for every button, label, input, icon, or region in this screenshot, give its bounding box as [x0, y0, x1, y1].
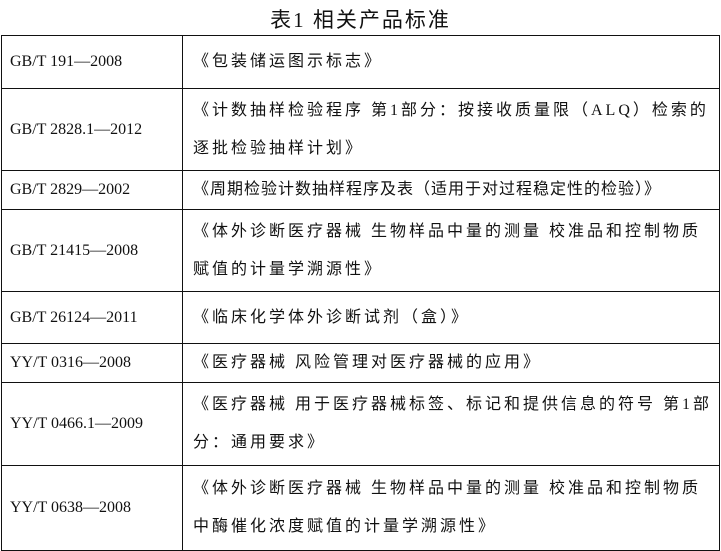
standard-code: GB/T 2828.1—2012: [1, 88, 183, 171]
standards-table: GB/T 191—2008 《包装储运图示标志》 GB/T 2828.1—2012…: [1, 35, 720, 551]
standard-name: 《计数抽样检验程序 第1部分：按接收质量限（ALQ）检索的逐批检验抽样计划》: [182, 88, 720, 171]
standard-code: YY/T 0466.1—2009: [1, 382, 183, 466]
standard-code: YY/T 0638—2008: [1, 465, 183, 551]
standard-code: GB/T 26124—2011: [1, 291, 183, 344]
table-row: GB/T 2829—2002 《周期检验计数抽样程序及表（适用于对过程稳定性的检验…: [1, 170, 720, 210]
standard-name: 《医疗器械 用于医疗器械标签、标记和提供信息的符号 第1部分：通用要求》: [182, 382, 720, 466]
table-row: YY/T 0316—2008 《医疗器械 风险管理对医疗器械的应用》: [1, 343, 720, 383]
standard-name: 《临床化学体外诊断试剂（盒）》: [182, 291, 720, 344]
standard-code: GB/T 21415—2008: [1, 209, 183, 292]
standard-name: 《体外诊断医疗器械 生物样品中量的测量 校准品和控制物质中酶催化浓度赋值的计量学…: [182, 465, 720, 551]
table-row: GB/T 21415—2008 《体外诊断医疗器械 生物样品中量的测量 校准品和控…: [1, 209, 720, 292]
table-row: GB/T 26124—2011 《临床化学体外诊断试剂（盒）》: [1, 291, 720, 344]
standard-code: GB/T 2829—2002: [1, 170, 183, 210]
table-row: YY/T 0638—2008 《体外诊断医疗器械 生物样品中量的测量 校准品和控制…: [1, 465, 720, 551]
standard-name: 《包装储运图示标志》: [182, 35, 720, 89]
table-row: YY/T 0466.1—2009 《医疗器械 用于医疗器械标签、标记和提供信息的符…: [1, 382, 720, 466]
standard-code: GB/T 191—2008: [1, 35, 183, 89]
table-row: GB/T 2828.1—2012 《计数抽样检验程序 第1部分：按接收质量限（AL…: [1, 88, 720, 171]
standard-name: 《医疗器械 风险管理对医疗器械的应用》: [182, 343, 720, 383]
table-title: 表1 相关产品标准: [270, 8, 451, 32]
standard-code: YY/T 0316—2008: [1, 343, 183, 383]
standard-name: 《周期检验计数抽样程序及表（适用于对过程稳定性的检验）》: [182, 170, 720, 210]
standard-name: 《体外诊断医疗器械 生物样品中量的测量 校准品和控制物质赋值的计量学溯源性》: [182, 209, 720, 292]
table-row: GB/T 191—2008 《包装储运图示标志》: [1, 35, 720, 89]
